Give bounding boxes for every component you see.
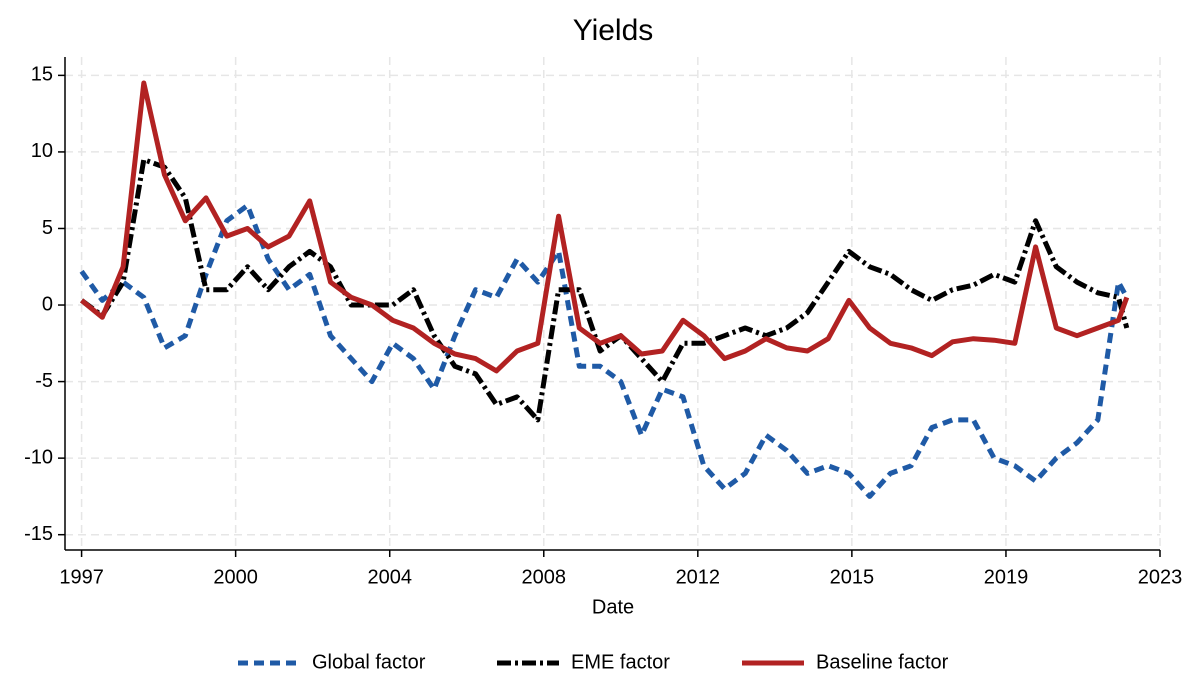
- x-axis-title: Date: [592, 596, 634, 618]
- y-tick-label: 0: [42, 293, 53, 315]
- y-tick-label: 15: [31, 64, 53, 86]
- chart-title: Yields: [573, 14, 654, 47]
- legend-label: Global factor: [312, 651, 426, 673]
- y-tick-label: 5: [42, 217, 53, 239]
- y-tick-label: 10: [31, 140, 53, 162]
- x-tick-label: 2015: [830, 566, 875, 588]
- x-tick-label: 2019: [984, 566, 1029, 588]
- y-tick-label: -5: [35, 370, 53, 392]
- line-series: [80, 157, 1130, 423]
- x-tick-label: 1997: [59, 566, 104, 588]
- y-tick-label: -15: [24, 523, 53, 545]
- x-tick-label: 2004: [367, 566, 412, 588]
- line-series: [80, 80, 1130, 374]
- legend-label: EME factor: [571, 651, 670, 673]
- x-tick-label: 2000: [213, 566, 258, 588]
- x-tick-label: 2012: [676, 566, 721, 588]
- x-tick-label: 2023: [1138, 566, 1183, 588]
- x-tick-label: 2008: [522, 566, 567, 588]
- line-series: [79, 203, 1129, 499]
- y-tick-label: -10: [24, 446, 53, 468]
- legend-label: Baseline factor: [816, 651, 949, 673]
